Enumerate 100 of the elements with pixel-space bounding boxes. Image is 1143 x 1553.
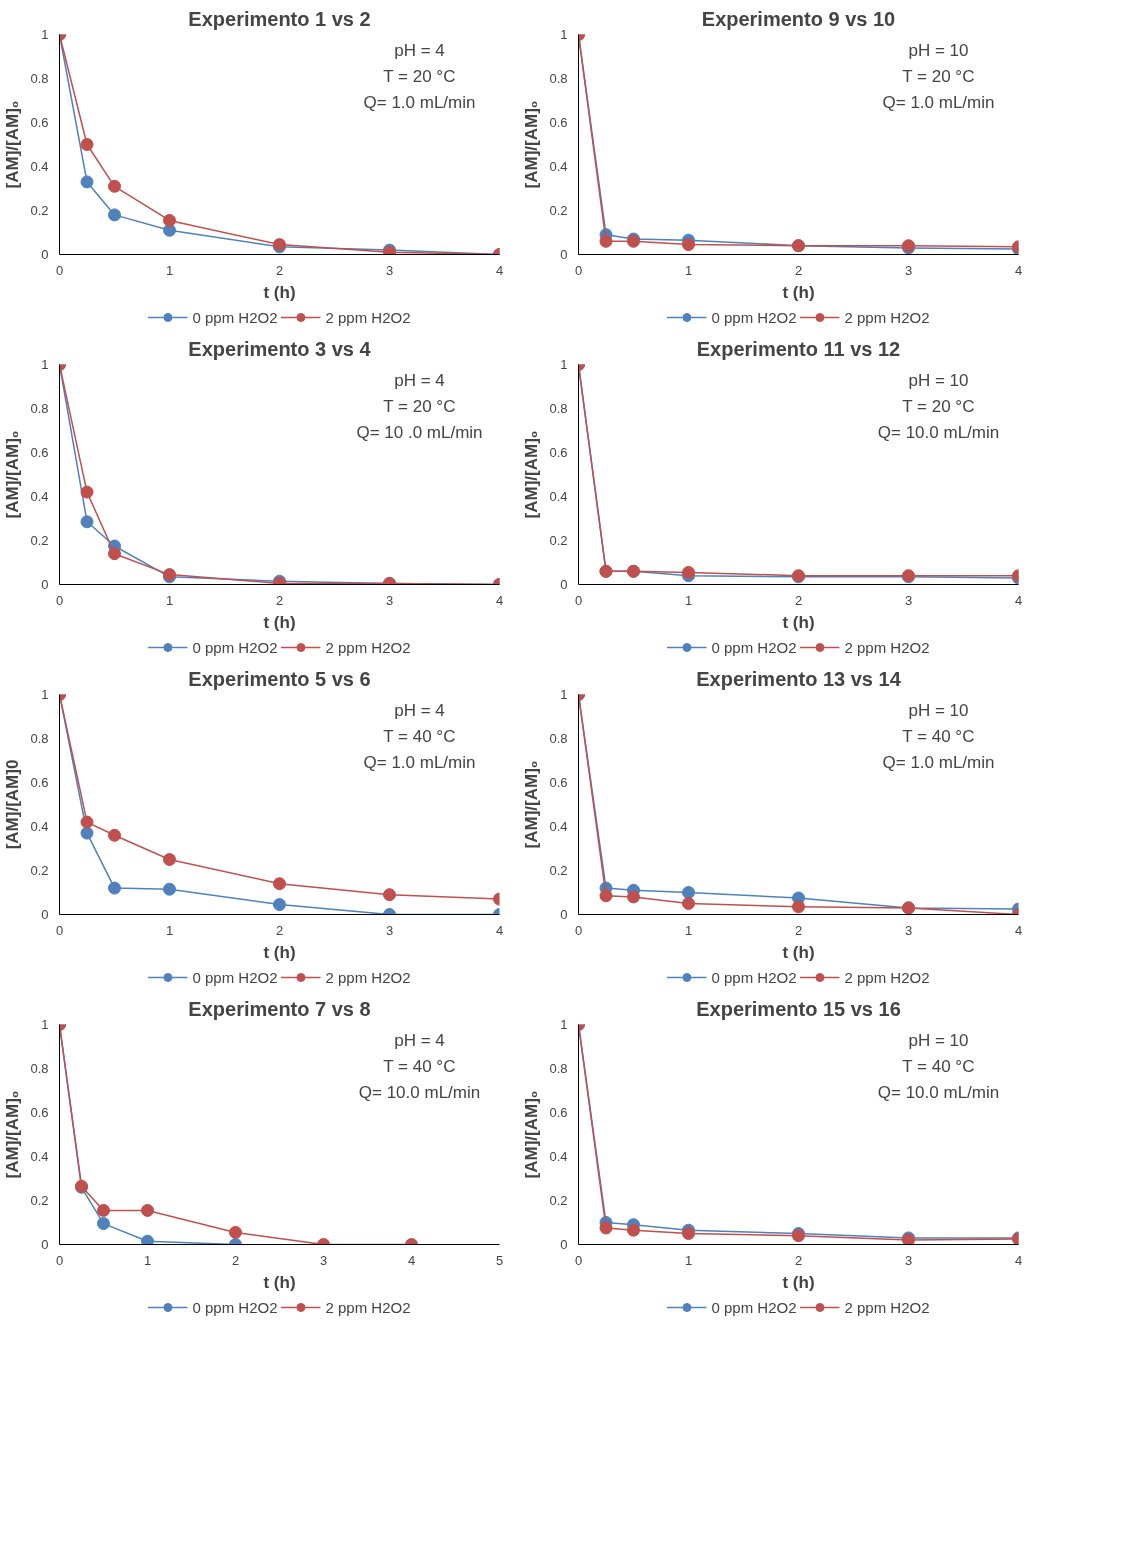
annotation: T = 20 °C (383, 396, 456, 416)
y-tick-label: 0.6 (549, 1105, 568, 1120)
chart-title: Experimento 3 vs 4 (188, 337, 372, 360)
x-tick-label: 4 (1014, 922, 1023, 938)
x-tick-label: 4 (495, 592, 504, 608)
y-tick-label: 1 (560, 27, 568, 42)
y-tick-label: 0.8 (549, 1061, 568, 1076)
x-axis-title: t (h) (782, 612, 815, 632)
y-tick-label: 0.8 (549, 71, 568, 86)
y-tick-label: 0.4 (549, 489, 568, 504)
x-tick-label: 2 (794, 922, 803, 938)
chart-title: Experimento 11 vs 12 (696, 337, 901, 360)
y-tick-label: 1 (560, 1017, 568, 1032)
x-tick-label: 3 (904, 592, 913, 608)
annotation: T = 40 °C (902, 1056, 975, 1076)
legend-label: 2 ppm H2O2 (325, 968, 411, 986)
x-tick-label: 3 (385, 592, 394, 608)
x-tick-label: 0 (574, 1252, 583, 1268)
x-tick-label: 1 (165, 262, 174, 278)
legend-label: 0 ppm H2O2 (192, 968, 278, 986)
annotation: T = 40 °C (383, 1056, 456, 1076)
x-tick-label: 1 (684, 592, 693, 608)
y-tick-label: 0 (560, 577, 568, 592)
annotation: Q= 10 .0 mL/min (356, 422, 483, 442)
chart-title: Experimento 15 vs 16 (696, 997, 901, 1020)
y-axis-title: [AM]/[AM]₀ (522, 430, 542, 519)
y-tick-label: 0 (41, 577, 49, 592)
x-tick-label: 0 (55, 922, 64, 938)
y-tick-label: 0.2 (30, 863, 49, 878)
x-tick-label: 0 (574, 262, 583, 278)
x-tick-label: 3 (385, 922, 394, 938)
x-tick-label: 2 (794, 262, 803, 278)
y-tick-label: 0 (560, 907, 568, 922)
legend-label: 2 ppm H2O2 (844, 968, 930, 986)
annotation: Q= 10.0 mL/min (877, 1082, 1000, 1102)
legend-label: 2 ppm H2O2 (325, 638, 411, 656)
x-tick-label: 1 (684, 1252, 693, 1268)
annotation: T = 40 °C (902, 726, 975, 746)
y-tick-label: 0.8 (549, 401, 568, 416)
annotation: pH = 4 (394, 40, 445, 60)
x-tick-label: 0 (574, 592, 583, 608)
y-tick-label: 0.2 (549, 863, 568, 878)
y-tick-label: 0.2 (30, 1193, 49, 1208)
y-tick-label: 0 (41, 247, 49, 262)
annotation: pH = 4 (394, 700, 445, 720)
x-tick-label: 4 (1014, 262, 1023, 278)
y-tick-label: 0.4 (549, 1149, 568, 1164)
y-tick-label: 0.4 (549, 159, 568, 174)
y-tick-label: 0.6 (30, 445, 49, 460)
x-tick-label: 2 (231, 1252, 240, 1268)
y-tick-label: 0 (41, 907, 49, 922)
annotation: pH = 4 (394, 370, 445, 390)
annotation: Q= 1.0 mL/min (363, 752, 476, 772)
x-tick-label: 4 (1014, 592, 1023, 608)
x-axis-title: t (h) (782, 282, 815, 302)
x-axis-title: t (h) (263, 1272, 296, 1292)
y-tick-label: 1 (41, 687, 49, 702)
y-tick-label: 0.8 (30, 71, 49, 86)
x-tick-label: 2 (275, 922, 284, 938)
x-tick-label: 4 (1014, 1252, 1023, 1268)
x-tick-label: 3 (904, 922, 913, 938)
y-tick-label: 0.2 (549, 203, 568, 218)
y-tick-label: 0.8 (549, 731, 568, 746)
y-axis-title: [AM]/[AM]0 (3, 759, 23, 850)
annotation: Q= 1.0 mL/min (363, 92, 476, 112)
y-tick-label: 0.2 (549, 533, 568, 548)
chart-title: Experimento 9 vs 10 (701, 7, 896, 30)
x-tick-label: 3 (319, 1252, 328, 1268)
x-tick-label: 3 (904, 1252, 913, 1268)
x-tick-label: 0 (55, 1252, 64, 1268)
x-tick-label: 1 (165, 592, 174, 608)
x-axis-title: t (h) (263, 612, 296, 632)
legend-label: 0 ppm H2O2 (711, 968, 797, 986)
x-tick-label: 2 (275, 262, 284, 278)
y-tick-label: 0.6 (30, 1105, 49, 1120)
y-tick-label: 0.6 (549, 775, 568, 790)
annotation: pH = 10 (908, 700, 969, 720)
y-tick-label: 1 (41, 1017, 49, 1032)
y-axis-title: [AM]/[AM]₀ (522, 760, 542, 849)
y-tick-label: 0.4 (30, 159, 49, 174)
legend-label: 2 ppm H2O2 (844, 308, 930, 326)
y-tick-label: 1 (560, 687, 568, 702)
annotation: pH = 4 (394, 1030, 445, 1050)
y-tick-label: 0.6 (30, 115, 49, 130)
annotation: T = 40 °C (383, 726, 456, 746)
y-tick-label: 0 (560, 247, 568, 262)
y-tick-label: 0.2 (30, 533, 49, 548)
x-tick-label: 1 (143, 1252, 152, 1268)
y-axis-title: [AM]/[AM]₀ (3, 430, 23, 519)
annotation: pH = 10 (908, 1030, 969, 1050)
annotation: Q= 10.0 mL/min (358, 1082, 481, 1102)
x-tick-label: 3 (385, 262, 394, 278)
x-tick-label: 0 (55, 592, 64, 608)
x-tick-label: 4 (407, 1252, 416, 1268)
chart-title: Experimento 13 vs 14 (696, 667, 902, 690)
x-tick-label: 2 (794, 1252, 803, 1268)
y-tick-label: 0.2 (30, 203, 49, 218)
y-tick-label: 0.6 (549, 115, 568, 130)
y-tick-label: 0.4 (30, 819, 49, 834)
x-tick-label: 1 (684, 922, 693, 938)
